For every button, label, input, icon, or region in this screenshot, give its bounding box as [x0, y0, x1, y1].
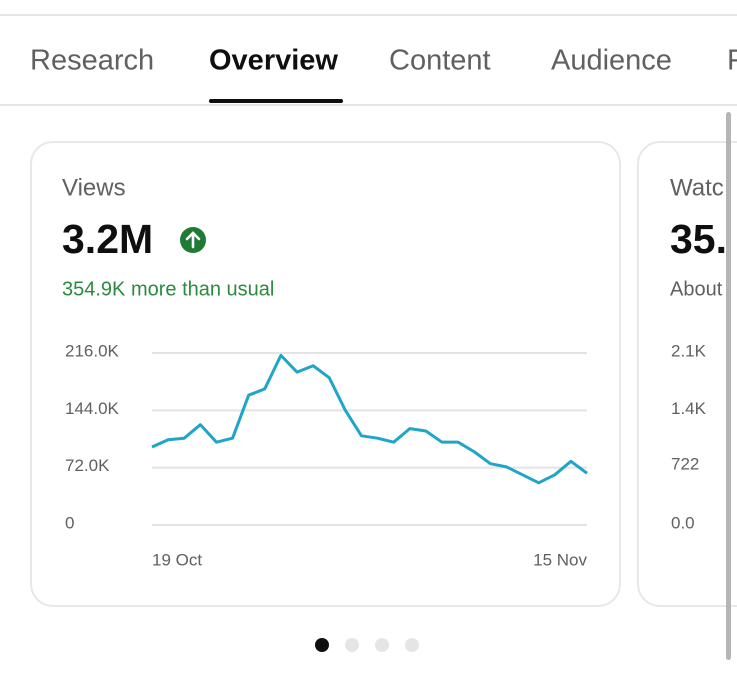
tab[interactable]: Research: [30, 45, 154, 77]
y-tick-label: 72.0K: [65, 456, 110, 475]
page-dot[interactable]: [375, 638, 389, 652]
metric-note: 354.9K more than usual: [62, 278, 274, 300]
y-tick-label: 0.0: [671, 513, 695, 532]
metric-value: 3.2M: [62, 216, 153, 262]
card-content: Views 3.2M 354.9K more than usual 0 72.0K 144…: [62, 174, 588, 569]
y-tick-label: 144.0K: [65, 399, 120, 418]
y-tick-label: 722: [671, 454, 699, 473]
card-content: Watc 35. About 0.0 722 1.4K 2.1K: [670, 174, 727, 532]
tab-underline: [209, 99, 343, 103]
card-title: Watc: [670, 174, 724, 201]
page-dot[interactable]: [405, 638, 419, 652]
metric-note: About: [670, 278, 723, 300]
y-tick-label: 2.1K: [671, 341, 707, 360]
metric-value: 35.: [670, 216, 727, 262]
card-title: Views: [62, 174, 126, 201]
tab[interactable]: Overview: [209, 45, 338, 77]
y-tick-label: 216.0K: [65, 341, 120, 360]
scrollbar: [726, 112, 731, 660]
page-dot[interactable]: [315, 638, 329, 652]
tab[interactable]: F: [727, 45, 737, 77]
tab-bar: Research Overview Content Audience F: [30, 45, 737, 77]
data-line: [151, 353, 588, 485]
tab[interactable]: Audience: [551, 45, 672, 77]
y-tick-label: 0: [65, 513, 74, 532]
x-tick-label: 15 Nov: [533, 550, 587, 569]
tab[interactable]: Content: [389, 45, 491, 77]
trend-arrow: [185, 231, 201, 249]
y-tick-label: 1.4K: [671, 399, 707, 418]
card[interactable]: [637, 141, 737, 607]
page-dot[interactable]: [345, 638, 359, 652]
x-tick-label: 19 Oct: [152, 550, 202, 569]
